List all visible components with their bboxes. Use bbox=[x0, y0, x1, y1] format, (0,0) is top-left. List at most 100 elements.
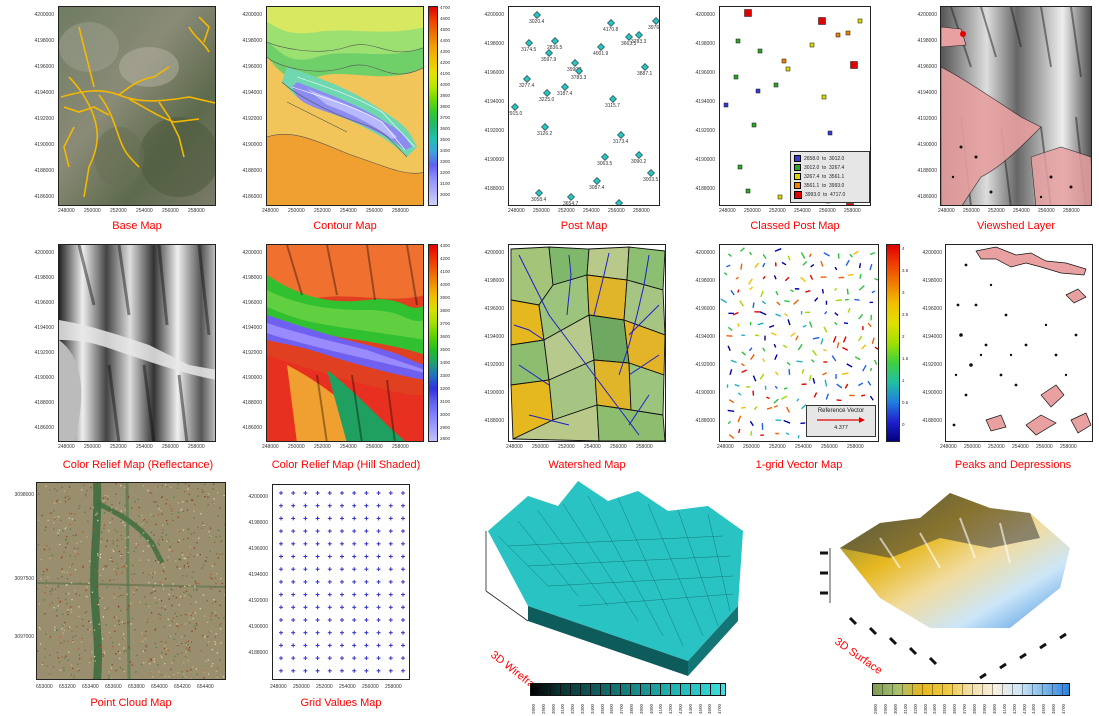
point-cloud-point bbox=[203, 615, 206, 617]
point-cloud-point bbox=[165, 641, 167, 643]
point-cloud-point bbox=[59, 669, 62, 671]
point-cloud-point bbox=[102, 568, 105, 570]
point-cloud-point bbox=[37, 587, 39, 590]
grid-node-marker bbox=[291, 618, 296, 622]
grid-node-marker bbox=[279, 668, 283, 673]
point-cloud-point bbox=[150, 658, 153, 660]
wireframe-caption: 3D Wireframe bbox=[488, 649, 549, 686]
point-cloud-point bbox=[140, 535, 142, 537]
point-cloud-point bbox=[109, 558, 112, 561]
y-tick-label: 4198000 bbox=[242, 275, 262, 281]
point-cloud-point bbox=[201, 527, 203, 529]
point-cloud-point bbox=[67, 627, 69, 629]
grid-node-marker bbox=[376, 529, 381, 534]
point-cloud-point bbox=[111, 504, 113, 506]
point-cloud-point bbox=[178, 511, 180, 513]
point-cloud-point bbox=[43, 548, 46, 551]
point-cloud-point bbox=[185, 575, 188, 577]
point-cloud-point bbox=[119, 587, 121, 589]
x-tick-label: 256000 bbox=[608, 208, 625, 214]
point-cloud-point bbox=[210, 535, 212, 538]
vector-arrow bbox=[774, 371, 779, 376]
point-cloud-point bbox=[45, 633, 47, 635]
point-cloud-point bbox=[156, 486, 158, 488]
grid-node-marker bbox=[340, 529, 344, 534]
grid-node-marker bbox=[315, 656, 320, 661]
point-cloud-point bbox=[146, 521, 148, 523]
scale-label: 4000 bbox=[648, 703, 654, 714]
x-tick-label: 654200 bbox=[174, 684, 191, 690]
point-cloud-point bbox=[124, 504, 126, 507]
post-value-label: 3887.1 bbox=[637, 71, 653, 77]
grid-node-marker bbox=[376, 579, 381, 584]
base-map-caption: Base Map bbox=[112, 220, 162, 232]
point-cloud-point bbox=[147, 539, 149, 542]
point-cloud-point bbox=[102, 655, 104, 658]
point-cloud-point bbox=[111, 645, 114, 648]
point-cloud-point bbox=[212, 488, 214, 490]
point-cloud-point bbox=[210, 619, 212, 621]
point-cloud-point bbox=[187, 659, 190, 662]
vector-arrow bbox=[854, 356, 861, 361]
vector-arrow bbox=[808, 321, 813, 328]
point-cloud-point bbox=[172, 617, 174, 619]
vector-arrow bbox=[859, 273, 862, 279]
vector-arrow bbox=[730, 289, 735, 296]
point-cloud-point bbox=[74, 635, 77, 637]
point-cloud-point bbox=[49, 590, 52, 593]
point-cloud-point bbox=[205, 660, 207, 662]
point-cloud-point bbox=[154, 571, 156, 574]
point-cloud-point bbox=[114, 630, 116, 632]
point-cloud-point bbox=[143, 518, 145, 521]
point-cloud-point bbox=[69, 497, 71, 499]
point-cloud-point bbox=[203, 636, 206, 638]
point-cloud-point bbox=[144, 650, 146, 652]
vector-map-caption: 1-grid Vector Map bbox=[755, 459, 843, 471]
classed-post-marker bbox=[757, 48, 763, 54]
point-cloud-point bbox=[209, 527, 212, 529]
point-cloud-point bbox=[129, 661, 132, 663]
grid-node-marker bbox=[303, 567, 308, 572]
vector-arrow bbox=[774, 354, 778, 360]
y-tick-label: 4186000 bbox=[917, 194, 937, 200]
point-cloud-point bbox=[176, 623, 178, 625]
point-cloud-point bbox=[170, 512, 173, 514]
point-cloud-point bbox=[215, 615, 217, 617]
point-cloud-point bbox=[66, 603, 68, 605]
vector-arrow bbox=[741, 369, 747, 374]
point-cloud-point bbox=[96, 510, 98, 513]
point-cloud-point bbox=[88, 662, 91, 664]
vector-arrow bbox=[761, 300, 766, 305]
point-cloud-point bbox=[78, 669, 81, 671]
point-cloud-point bbox=[211, 612, 213, 614]
point-cloud-point bbox=[58, 661, 61, 663]
point-cloud-point bbox=[191, 630, 193, 632]
y-tick-label: 3098000 bbox=[14, 492, 34, 498]
grid-node-marker bbox=[327, 554, 332, 559]
y-tick-label: 4198000 bbox=[484, 278, 504, 284]
point-cloud-point bbox=[168, 598, 170, 600]
point-cloud-point bbox=[125, 561, 127, 564]
classed-post-marker bbox=[846, 203, 854, 205]
vector-arrow bbox=[773, 398, 779, 404]
vector-arrow bbox=[812, 377, 816, 384]
point-cloud-point bbox=[40, 558, 43, 561]
point-cloud-point bbox=[38, 603, 41, 605]
point-cloud-point bbox=[127, 621, 129, 624]
post-value-label: 3187.4 bbox=[557, 91, 573, 97]
vector-arrow bbox=[753, 405, 758, 411]
point-cloud-point bbox=[214, 541, 216, 544]
point-cloud-point bbox=[67, 578, 69, 580]
point-cloud-point bbox=[188, 528, 190, 531]
point-cloud-point bbox=[100, 553, 102, 556]
point-cloud-point bbox=[190, 614, 192, 617]
point-cloud-point bbox=[122, 679, 123, 680]
point-cloud-point bbox=[191, 576, 193, 578]
vector-arrow bbox=[781, 261, 787, 266]
grid-node-marker bbox=[376, 618, 381, 622]
point-cloud-point bbox=[166, 499, 168, 501]
vector-arrow bbox=[776, 301, 781, 306]
point-cloud-point bbox=[207, 635, 209, 638]
point-cloud-point bbox=[60, 519, 62, 522]
y-tick-label: 4188000 bbox=[695, 186, 715, 192]
